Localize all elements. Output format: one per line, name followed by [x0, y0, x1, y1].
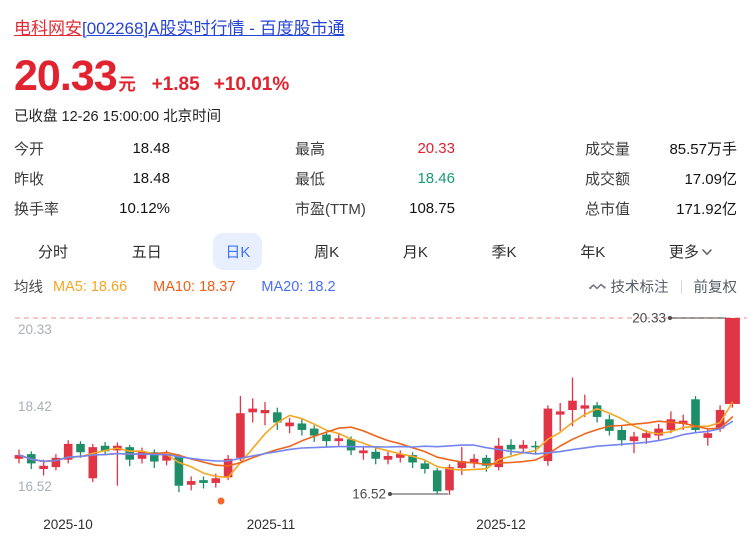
tab-weekly-k[interactable]: 周K — [314, 243, 340, 261]
stat-low: 最低 18.46 — [295, 169, 455, 188]
ma-legend-title: 均线 — [14, 280, 43, 296]
price-block: 20.33 元 +1.85 +10.01% — [14, 52, 289, 101]
kline-chart-area: 20.33 16.52 20.33 18.42 16.52 2025-10 2025-11 2… — [0, 305, 750, 545]
stat-market-cap: 总市值 171.92亿 — [585, 200, 737, 218]
ma20-legend: MA20: 18.2 — [261, 278, 336, 295]
ma-legend-row: 均线 MA5: 18.66 MA10: 18.37 MA20: 18.2 技术标… — [14, 276, 737, 297]
stat-amount: 成交额 17.09亿 — [585, 170, 737, 188]
page-title-link[interactable]: 电科网安[002268]A股实时行情 - 百度股市通 — [14, 14, 345, 39]
ma5-legend: MA5: 18.66 — [53, 278, 128, 295]
technical-annotation-button[interactable]: 技术标注 — [588, 276, 669, 297]
current-price: 20.33 — [14, 52, 118, 100]
svg-text:2025-12: 2025-12 — [476, 517, 526, 532]
svg-text:2025-11: 2025-11 — [247, 517, 296, 532]
stat-volume: 成交量 85.57万手 — [585, 140, 737, 158]
ma10-legend: MA10: 18.37 — [153, 278, 236, 295]
forward-adjust-button[interactable]: 前复权 — [693, 280, 738, 296]
tab-5day[interactable]: 五日 — [131, 243, 162, 261]
page-title-rest: [002268]A股实时行情 - 百度股市通 — [82, 19, 345, 38]
tab-quarterly-k[interactable]: 季K — [491, 243, 517, 261]
svg-text:2025-10: 2025-10 — [43, 517, 93, 532]
period-tabs: 分时 五日 日K 周K 月K 季K 年K 更多 — [0, 232, 750, 270]
stat-open: 今开 18.48 — [14, 139, 170, 158]
technical-annotation-icon — [588, 282, 606, 292]
svg-text:18.42: 18.42 — [18, 399, 52, 414]
tab-monthly-k[interactable]: 月K — [402, 243, 428, 261]
divider — [680, 279, 682, 294]
price-change: +1.85 — [151, 74, 200, 95]
tab-more[interactable]: 更多 — [657, 233, 724, 270]
stat-turnover-rate: 换手率 10.12% — [14, 199, 170, 218]
chevron-down-icon — [702, 244, 712, 261]
stat-high: 最高 20.33 — [295, 139, 455, 158]
stat-pe-ttm: 市盈(TTM) 108.75 — [295, 199, 455, 218]
stats-column-3: 成交量 85.57万手 成交额 17.09亿 总市值 171.92亿 — [585, 133, 737, 223]
market-status: 已收盘 12-26 15:00:00 北京时间 — [14, 109, 222, 125]
svg-text:16.52: 16.52 — [18, 479, 52, 494]
kline-chart[interactable]: 20.33 16.52 20.33 18.42 16.52 2025-10 2025-11 2… — [0, 305, 750, 545]
tab-daily-k[interactable]: 日K — [213, 232, 263, 270]
price-change-percent: +10.01% — [213, 74, 290, 95]
stock-name: 电科网安 — [14, 19, 82, 38]
stats-grid: 今开 18.48 昨收 18.48 换手率 10.12% 最高 20.33 最低 18.4… — [14, 133, 737, 223]
stats-column-1: 今开 18.48 昨收 18.48 换手率 10.12% — [14, 133, 170, 223]
tab-yearly-k[interactable]: 年K — [580, 243, 606, 261]
stat-prev-close: 昨收 18.48 — [14, 169, 170, 188]
tab-minute[interactable]: 分时 — [38, 243, 69, 261]
svg-text:20.33: 20.33 — [18, 322, 52, 337]
svg-text:16.52: 16.52 — [352, 487, 386, 502]
price-unit: 元 — [118, 75, 136, 94]
stats-column-2: 最高 20.33 最低 18.46 市盈(TTM) 108.75 — [295, 133, 455, 223]
svg-text:20.33: 20.33 — [632, 311, 666, 326]
